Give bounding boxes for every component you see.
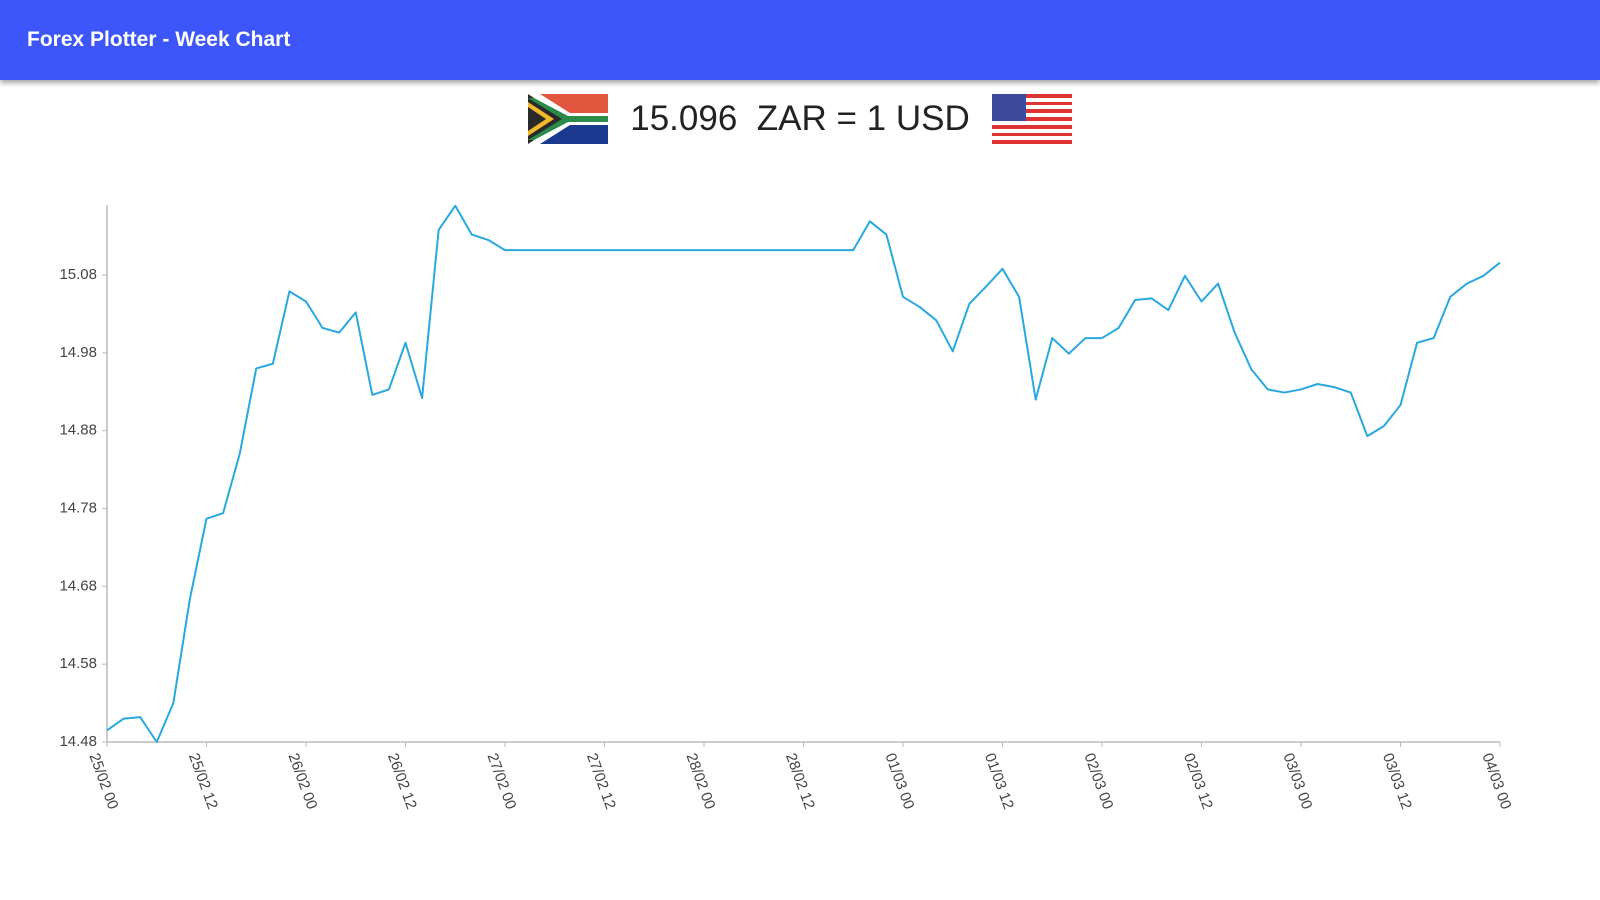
- rate-text: 15.096 ZAR = 1 USD: [630, 99, 970, 138]
- x-tick-label: 02/03 12: [1180, 751, 1216, 812]
- x-tick-label: 27/02 12: [583, 751, 619, 812]
- x-tick-label: 03/03 00: [1280, 751, 1316, 812]
- x-tick-label: 25/02 00: [86, 751, 122, 812]
- flag-us: [992, 94, 1073, 144]
- x-tick-label: 04/03 00: [1479, 751, 1515, 812]
- y-tick-label: 14.58: [59, 655, 97, 672]
- app-bar: Forex Plotter - Week Chart: [0, 0, 1600, 80]
- x-tick-label: 03/03 12: [1379, 751, 1415, 812]
- x-tick-label: 26/02 00: [285, 751, 321, 812]
- x-tick-label: 27/02 00: [484, 751, 520, 812]
- x-tick-label: 02/03 00: [1081, 751, 1117, 812]
- rate-row: 15.096 ZAR = 1 USD: [0, 94, 1600, 144]
- flag-za: [527, 94, 608, 144]
- y-tick-label: 15.08: [59, 266, 97, 283]
- x-tick-label: 25/02 12: [185, 751, 221, 812]
- y-tick-label: 14.78: [59, 499, 97, 516]
- app-title: Forex Plotter - Week Chart: [27, 28, 291, 51]
- price-line: [106, 204, 1501, 743]
- x-tick-label: 01/03 00: [882, 751, 918, 812]
- y-tick-label: 14.88: [59, 422, 97, 439]
- x-tick-label: 28/02 00: [683, 751, 719, 812]
- x-tick-label: 28/02 12: [782, 751, 818, 812]
- y-tick-label: 14.68: [59, 577, 97, 594]
- x-tick-label: 01/03 12: [981, 751, 1017, 812]
- y-tick-label: 14.48: [59, 733, 97, 750]
- x-tick-label: 26/02 12: [384, 751, 420, 812]
- y-tick-label: 14.98: [59, 344, 97, 361]
